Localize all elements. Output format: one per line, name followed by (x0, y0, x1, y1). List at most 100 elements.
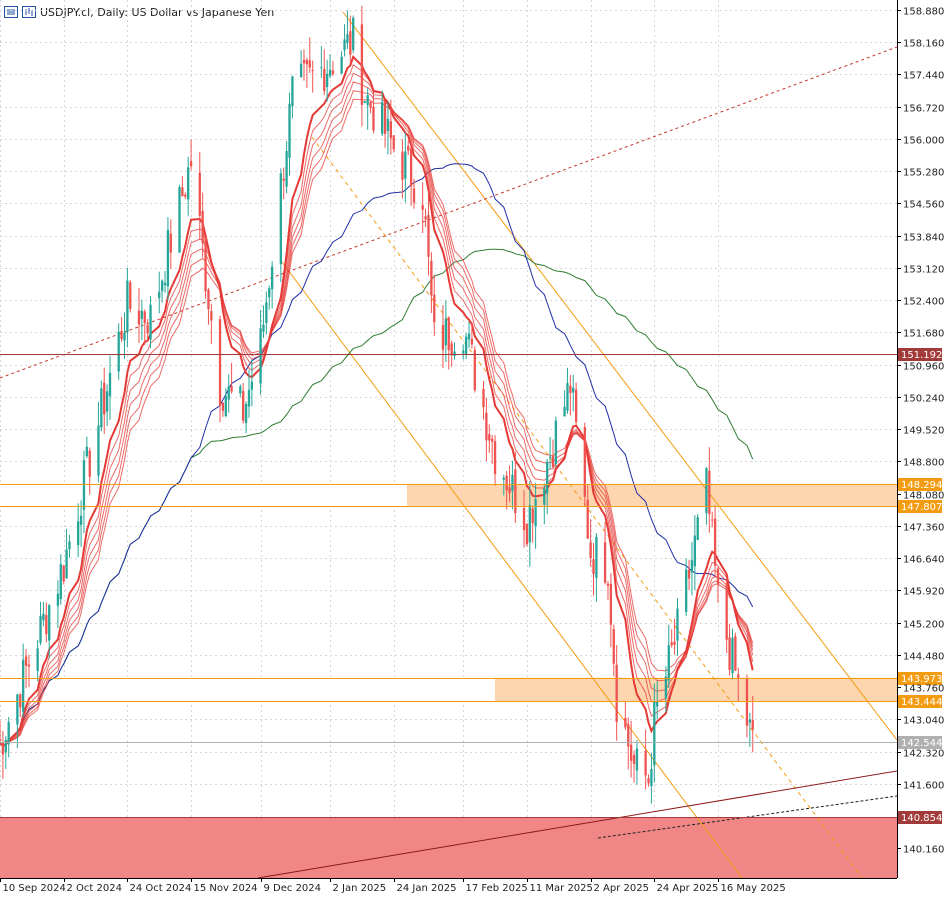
rising-support-line (257, 770, 898, 879)
blue-ma (0, 163, 754, 748)
candle-body (404, 151, 407, 179)
candle-body (554, 420, 558, 464)
resistance-zone (407, 484, 897, 506)
candle-body (288, 103, 291, 158)
candle-body (48, 605, 51, 641)
candle-body (583, 427, 586, 497)
price-label: 148.294 (898, 478, 942, 491)
candle-body (624, 718, 627, 728)
candle-body (546, 461, 549, 494)
candle-body (100, 388, 103, 428)
candle-body (508, 487, 511, 494)
price-label: 151.192 (898, 348, 942, 361)
x-tick-label: 2 Jan 2025 (333, 883, 387, 894)
candle-body (158, 291, 161, 299)
candle-body (27, 664, 31, 667)
candle-body (656, 702, 659, 707)
candle-body (462, 350, 465, 354)
candle-body (311, 70, 314, 72)
candle-body (166, 229, 170, 287)
candle-body (592, 559, 595, 575)
x-tick-label: 24 Oct 2024 (130, 883, 192, 894)
candle-body (97, 425, 100, 476)
candle-body (705, 467, 708, 514)
candle-body (22, 659, 25, 712)
candle-body (218, 319, 222, 406)
candle-body (129, 282, 132, 309)
candle-body (629, 744, 633, 761)
candle-body (644, 750, 647, 776)
candle-body (227, 386, 230, 400)
candle-body (343, 39, 346, 51)
candle-body (108, 372, 112, 397)
red-ribbon-line (0, 90, 754, 746)
candle-body (470, 338, 474, 345)
price-label: 147.807 (898, 500, 942, 513)
candle-body (493, 441, 497, 474)
candle-body (427, 214, 430, 257)
candle-body (143, 311, 146, 324)
price-label: 140.854 (898, 811, 942, 824)
candle-body (676, 608, 679, 641)
candle-body (505, 475, 508, 491)
x-tick-label: 2 Apr 2025 (594, 883, 649, 894)
candle-body (19, 694, 22, 708)
trendlines (0, 11, 898, 879)
candle-body (696, 517, 699, 540)
candle-body (673, 641, 676, 645)
price-label-bg (898, 500, 942, 513)
price-label: 143.973 (898, 672, 942, 685)
candle-body (259, 328, 262, 384)
candle-body (473, 350, 476, 391)
price-label-text: 148.294 (901, 480, 942, 491)
y-tick-label: 156.720 (903, 104, 944, 115)
candle-body (491, 438, 494, 442)
candle-body (366, 95, 369, 106)
candle-body (632, 755, 636, 765)
x-tick-label: 15 Nov 2024 (194, 883, 258, 894)
candle-body (24, 656, 28, 666)
y-tick-label: 145.200 (903, 620, 944, 631)
candle-body (224, 396, 227, 416)
candle-body (441, 324, 445, 350)
chart-header: USDJPY.cl, Daily: US Dollar vs Japanese … (4, 4, 274, 20)
y-tick-label: 154.560 (903, 200, 944, 211)
zones (0, 484, 897, 878)
candle-body (713, 518, 717, 566)
y-tick-label: 157.440 (903, 71, 944, 82)
x-tick-label: 9 Dec 2024 (264, 883, 322, 894)
candle-body (383, 102, 387, 134)
candle-body (308, 60, 311, 68)
y-tick-label: 148.800 (903, 458, 944, 469)
candle-body (485, 412, 488, 441)
candle-body (59, 564, 62, 600)
candle-body (693, 535, 696, 567)
red-ribbon-line (0, 98, 754, 746)
candle-body (323, 68, 326, 91)
candle-body (615, 664, 618, 723)
candle-body (56, 593, 60, 606)
x-tick-label: 11 Mar 2025 (530, 883, 593, 894)
candle-body (163, 282, 167, 286)
candle-body (305, 59, 309, 65)
candle-body (285, 150, 288, 187)
candle-body (146, 325, 149, 334)
candle-body (511, 474, 514, 491)
candle-body (120, 330, 123, 340)
price-label-bg (898, 736, 942, 749)
candle-body (531, 508, 534, 524)
candle-body (386, 118, 390, 132)
candle-body (39, 615, 42, 644)
candle-body (204, 237, 207, 292)
candle-body (291, 76, 294, 107)
candle-body (328, 69, 332, 76)
candle-body (734, 636, 737, 671)
candle-body (79, 515, 83, 525)
candle-body (572, 387, 575, 393)
candle-body (566, 383, 569, 411)
red-ribbon-line (0, 64, 754, 746)
candle-body (401, 151, 404, 180)
candle-body (453, 351, 456, 356)
